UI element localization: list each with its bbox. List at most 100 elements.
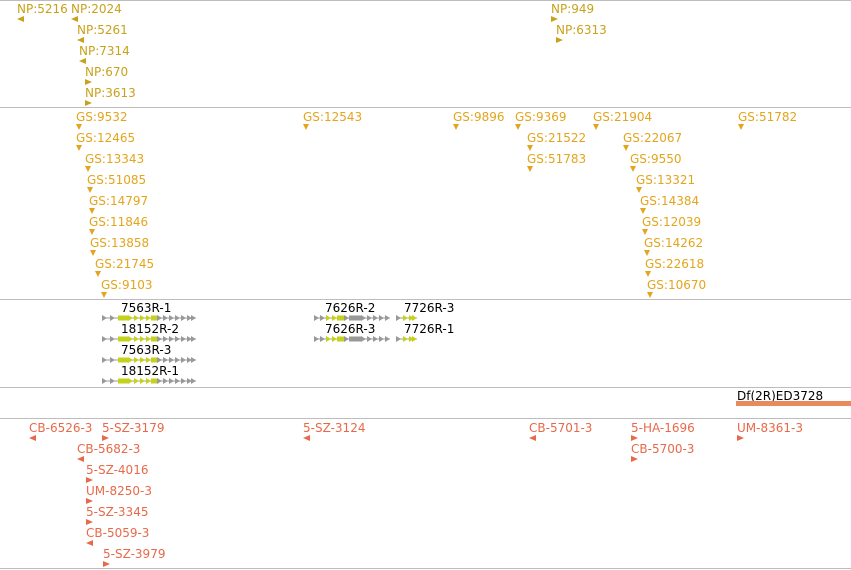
feature-label: NP:7314 (79, 44, 130, 58)
feature-label: NP:5261 (77, 23, 128, 37)
insertion-right-arrow-icon (86, 477, 93, 483)
insertion-right-arrow-icon (85, 79, 92, 85)
insertion-right-arrow-icon (86, 498, 93, 504)
insertion-down-arrow-icon (453, 124, 459, 130)
feature-label: GS:10670 (647, 278, 707, 292)
transcript-7726R-1-glyph (396, 336, 417, 342)
insertion-right-arrow-icon (631, 456, 638, 462)
insertion-left-arrow-icon (71, 16, 78, 22)
track-divider (0, 418, 851, 419)
transcript-7626R-2-glyph (314, 315, 390, 321)
feature-label: NP:2024 (71, 2, 122, 16)
transcript-label[interactable]: 18152R-1 (121, 364, 179, 378)
feature-label: GS:21745 (95, 257, 155, 271)
insertion-right-arrow-icon (631, 435, 638, 441)
feature-label: GS:9532 (76, 110, 128, 124)
feature-label: GS:12039 (642, 215, 702, 229)
feature-label: GS:13343 (85, 152, 145, 166)
feature-label: GS:21522 (527, 131, 587, 145)
transcript-label[interactable]: 18152R-2 (121, 322, 179, 336)
transcript-label[interactable]: 7726R-1 (404, 322, 455, 336)
insertion-left-arrow-icon (529, 435, 536, 441)
insertion-right-arrow-icon (85, 100, 92, 106)
feature-label: GS:51085 (87, 173, 147, 187)
insertion-down-arrow-icon (640, 208, 646, 214)
insertion-down-arrow-icon (89, 208, 95, 214)
insertion-down-arrow-icon (636, 187, 642, 193)
feature-label: UM-8250-3 (86, 484, 152, 498)
insertion-down-arrow-icon (303, 124, 309, 130)
transcript-label[interactable]: 7626R-3 (325, 322, 376, 336)
feature-label: 5-SZ-3124 (303, 421, 366, 435)
insertion-left-arrow-icon (77, 456, 84, 462)
insertion-left-arrow-icon (303, 435, 310, 441)
insertion-down-arrow-icon (630, 166, 636, 172)
transcript-18152R-1-glyph (102, 378, 196, 384)
feature-label: CB-5682-3 (77, 442, 141, 456)
insertion-down-arrow-icon (90, 250, 96, 256)
feature-label: GS:12543 (303, 110, 363, 124)
feature-label: NP:3613 (85, 86, 136, 100)
insertion-down-arrow-icon (623, 145, 629, 151)
transcript-7726R-3-glyph (396, 315, 417, 321)
feature-label: GS:9896 (453, 110, 505, 124)
transcript-label[interactable]: 7563R-1 (121, 301, 172, 315)
transcript-7626R-3-glyph (314, 336, 390, 342)
feature-label: GS:9550 (630, 152, 682, 166)
insertion-right-arrow-icon (86, 519, 93, 525)
insertion-down-arrow-icon (89, 229, 95, 235)
insertion-right-arrow-icon (103, 561, 110, 567)
feature-label: GS:51783 (527, 152, 587, 166)
transcript-18152R-2-glyph (102, 336, 196, 342)
feature-label: 5-SZ-3979 (103, 547, 166, 561)
feature-label: 5-SZ-3179 (102, 421, 165, 435)
deficiency-bar[interactable] (736, 401, 851, 406)
insertion-right-arrow-icon (737, 435, 744, 441)
insertion-down-arrow-icon (76, 145, 82, 151)
insertion-down-arrow-icon (85, 166, 91, 172)
transcript-label[interactable]: 7626R-2 (325, 301, 376, 315)
insertion-left-arrow-icon (29, 435, 36, 441)
feature-label: NP:949 (551, 2, 595, 16)
feature-label: 5-HA-1696 (631, 421, 695, 435)
track-divider (0, 107, 851, 108)
track-divider (0, 0, 851, 1)
feature-label: GS:14262 (644, 236, 704, 250)
feature-label: CB-6526-3 (29, 421, 93, 435)
insertion-down-arrow-icon (101, 292, 107, 298)
insertion-down-arrow-icon (527, 145, 533, 151)
insertion-left-arrow-icon (17, 16, 24, 22)
feature-label: GS:22067 (623, 131, 683, 145)
insertion-down-arrow-icon (76, 124, 82, 130)
feature-label: GS:13858 (90, 236, 150, 250)
feature-label: GS:13321 (636, 173, 696, 187)
transcript-7563R-1-glyph (102, 315, 196, 321)
feature-label: GS:14384 (640, 194, 700, 208)
track-divider (0, 299, 851, 300)
feature-label: GS:9369 (515, 110, 567, 124)
insertion-down-arrow-icon (593, 124, 599, 130)
feature-label: CB-5059-3 (86, 526, 150, 540)
insertion-down-arrow-icon (647, 292, 653, 298)
feature-label: CB-5700-3 (631, 442, 695, 456)
transcript-label[interactable]: 7563R-3 (121, 343, 172, 357)
feature-label: NP:5216 (17, 2, 68, 16)
insertion-down-arrow-icon (645, 271, 651, 277)
insertion-down-arrow-icon (87, 187, 93, 193)
insertion-down-arrow-icon (738, 124, 744, 130)
feature-label: 5-SZ-3345 (86, 505, 149, 519)
transcript-label[interactable]: 7726R-3 (404, 301, 455, 315)
transcript-7563R-3-glyph (102, 357, 196, 363)
feature-label: GS:12465 (76, 131, 136, 145)
feature-label: GS:11846 (89, 215, 149, 229)
insertion-right-arrow-icon (551, 16, 558, 22)
insertion-down-arrow-icon (644, 250, 650, 256)
feature-label: 5-SZ-4016 (86, 463, 149, 477)
feature-label: GS:51782 (738, 110, 798, 124)
deficiency-label[interactable]: Df(2R)ED3728 (737, 389, 824, 403)
feature-label: GS:21904 (593, 110, 653, 124)
feature-label: GS:9103 (101, 278, 153, 292)
feature-label: NP:670 (85, 65, 129, 79)
